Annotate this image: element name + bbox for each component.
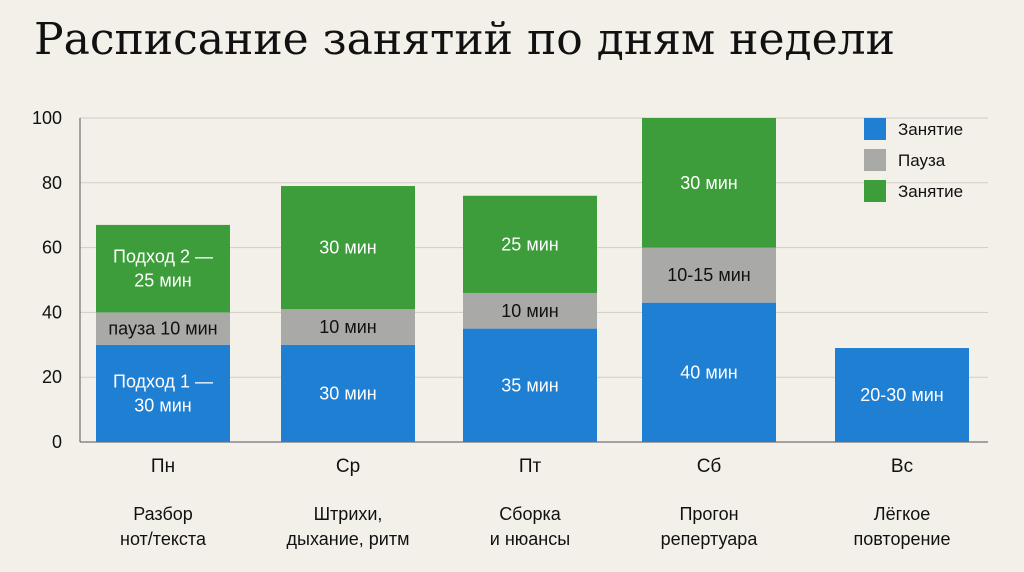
bar-segment-Пн-0 xyxy=(96,344,230,442)
legend-swatch xyxy=(864,149,886,171)
category-description: и нюансы xyxy=(490,529,570,549)
bar-segment-Вс-0 xyxy=(835,348,969,442)
data-label: Подход 1 — xyxy=(113,371,213,391)
data-label: 30 мин xyxy=(319,238,376,258)
y-tick-label: 80 xyxy=(42,173,62,193)
bar-segment-Пт-1 xyxy=(463,292,597,329)
bar-segment-Сб-2 xyxy=(642,118,776,248)
chart-title: Расписание занятий по дням недели xyxy=(34,14,895,65)
legend-swatch xyxy=(864,118,886,140)
data-label: 25 мин xyxy=(501,234,558,254)
data-label: 30 мин xyxy=(134,395,191,415)
bar-segment-Сб-1 xyxy=(642,247,776,303)
data-label: 10-15 мин xyxy=(667,265,750,285)
legend-label: Занятие xyxy=(898,120,963,139)
category-description: репертуара xyxy=(661,529,759,549)
category-description: Сборка xyxy=(499,504,562,524)
y-tick-label: 60 xyxy=(42,238,62,258)
data-label: 10 мин xyxy=(501,301,558,321)
y-tick-label: 0 xyxy=(52,432,62,452)
data-label: 25 мин xyxy=(134,271,191,291)
x-tick-label: Ср xyxy=(336,456,360,477)
y-tick-label: 100 xyxy=(32,108,62,128)
data-label: 30 мин xyxy=(319,383,376,403)
legend-label: Занятие xyxy=(898,182,963,201)
legend: Занятие Пауза Занятие xyxy=(864,118,963,202)
category-description: дыхание, ритм xyxy=(287,529,410,549)
data-label: 30 мин xyxy=(680,173,737,193)
category-labels: Пн Разбор нот/текста Ср Штрихи, дыхание, ритм… xyxy=(120,456,951,549)
category-description: Разбор xyxy=(133,504,193,524)
y-axis: 0 20 40 60 80 100 xyxy=(32,108,988,452)
data-label: 40 мин xyxy=(680,362,737,382)
data-label: 10 мин xyxy=(319,317,376,337)
data-label: 20-30 мин xyxy=(860,385,943,405)
x-tick-label: Вс xyxy=(891,456,913,477)
y-tick-label: 40 xyxy=(42,302,62,322)
data-label: Подход 2 — xyxy=(113,247,213,267)
bar-segment-Сб-0 xyxy=(642,302,776,442)
y-tick-label: 20 xyxy=(42,367,62,387)
data-label: 35 мин xyxy=(501,375,558,395)
bar-segment-Пт-2 xyxy=(463,195,597,293)
category-description: нот/текста xyxy=(120,529,207,549)
bar-segment-Пн-2 xyxy=(96,224,230,313)
category-description: Лёгкое xyxy=(874,504,931,524)
bar-segment-Пн-1 xyxy=(96,312,230,345)
x-tick-label: Пт xyxy=(519,456,542,477)
bar-segment-Ср-1 xyxy=(281,309,415,345)
bar-segment-Ср-2 xyxy=(281,186,415,310)
data-label: пауза 10 мин xyxy=(108,319,217,339)
bars-layer: Подход 1 — 30 мин пауза 10 мин Подход 2 — 25… xyxy=(96,118,969,442)
bar-segment-Пт-0 xyxy=(463,328,597,442)
x-tick-label: Пн xyxy=(151,456,175,477)
x-tick-label: Сб xyxy=(697,456,722,477)
bar-segment-Ср-0 xyxy=(281,344,415,442)
legend-swatch xyxy=(864,180,886,202)
legend-label: Пауза xyxy=(898,151,946,170)
category-description: повторение xyxy=(853,529,950,549)
category-description: Прогон xyxy=(679,504,738,524)
category-description: Штрихи, xyxy=(314,504,383,524)
